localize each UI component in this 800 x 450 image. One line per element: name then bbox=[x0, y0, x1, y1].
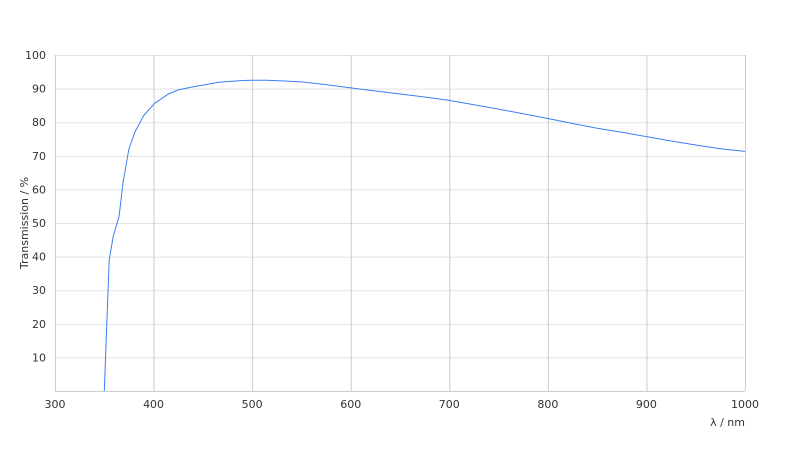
y-tick-label: 80 bbox=[32, 116, 46, 129]
y-axis-label: Transmission / % bbox=[18, 177, 31, 270]
x-tick-label: 600 bbox=[340, 398, 361, 411]
y-tick-labels: 10 20 30 40 50 60 70 80 90 100 bbox=[25, 49, 46, 364]
axes bbox=[55, 55, 745, 392]
x-tick-label: 500 bbox=[242, 398, 263, 411]
x-tick-label: 900 bbox=[636, 398, 657, 411]
x-axis-label: λ / nm bbox=[710, 416, 745, 429]
y-tick-label: 40 bbox=[32, 251, 46, 264]
y-tick-label: 60 bbox=[32, 183, 46, 196]
y-tick-label: 100 bbox=[25, 49, 46, 62]
x-tick-label: 400 bbox=[143, 398, 164, 411]
x-tick-label: 1000 bbox=[731, 398, 759, 411]
x-tick-label: 300 bbox=[45, 398, 66, 411]
series-line bbox=[103, 79, 746, 392]
x-tick-label: 800 bbox=[537, 398, 558, 411]
y-tick-label: 50 bbox=[32, 217, 46, 230]
y-tick-label: 70 bbox=[32, 150, 46, 163]
x-tick-label: 700 bbox=[439, 398, 460, 411]
grid bbox=[55, 55, 746, 391]
y-tick-label: 20 bbox=[32, 318, 46, 331]
y-tick-label: 90 bbox=[32, 83, 46, 96]
y-tick-label: 10 bbox=[32, 351, 46, 364]
y-tick-label: 30 bbox=[32, 284, 46, 297]
x-tick-labels: 300 400 500 600 700 800 900 1000 bbox=[45, 398, 760, 411]
